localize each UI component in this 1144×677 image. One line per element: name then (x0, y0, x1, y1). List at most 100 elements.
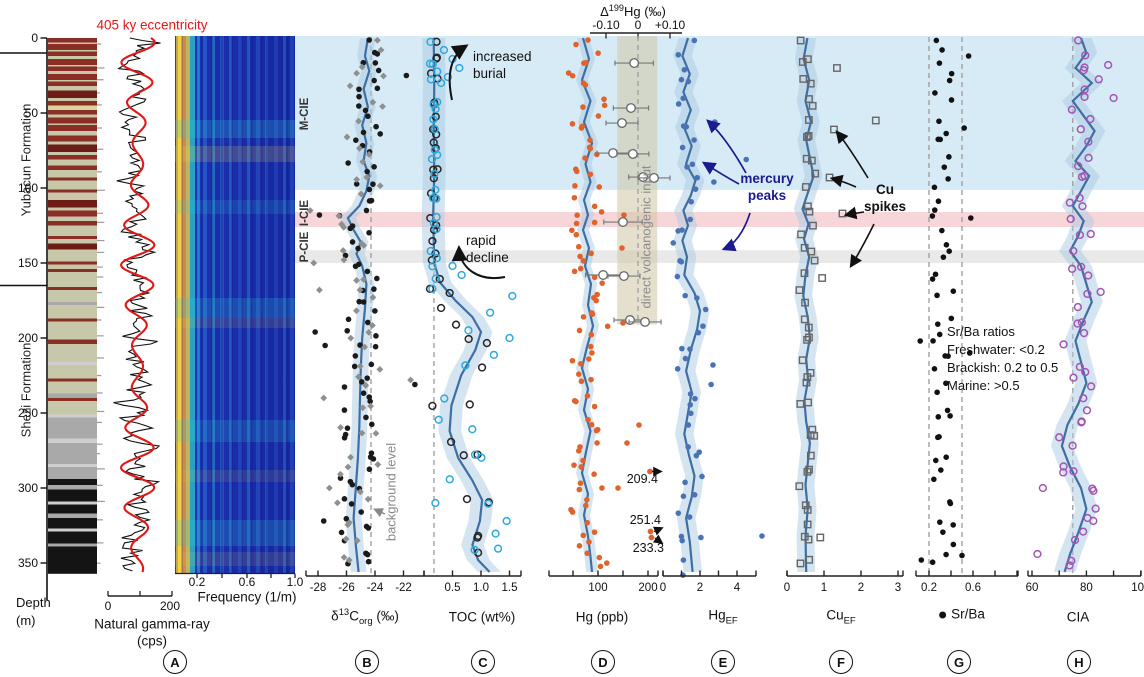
background-level-label: background level (383, 442, 399, 542)
cie-zones (290, 36, 1144, 263)
svg-text:3: 3 (895, 582, 901, 594)
srba-legend: Sr/Ba (939, 607, 985, 622)
freq-tick-06: 0.6 (238, 575, 256, 589)
panel-C: 0.5 1.0 1.5 (421, 37, 522, 594)
svg-text:1.5: 1.5 (502, 582, 518, 594)
formation-label-shezi: Shezi Formation (18, 342, 34, 438)
svg-text:0: 0 (31, 31, 38, 45)
svg-text:0: 0 (784, 582, 790, 594)
panel-letter-g: G (947, 650, 971, 674)
hg-value-label-233: 233.3 (632, 541, 664, 555)
panel-letter-h: H (1067, 650, 1091, 674)
trend-line (801, 37, 815, 573)
gamma-scale-min: 0 (104, 599, 112, 613)
gamma-axis-title: Natural gamma-ray (94, 616, 210, 632)
svg-text:200: 200 (18, 331, 38, 345)
panel-G-series-0 (917, 37, 974, 566)
mercury-peaks-annotation: mercury peaks (740, 171, 794, 203)
svg-text:60: 60 (1026, 582, 1039, 594)
svg-text:100: 100 (1131, 582, 1144, 594)
srba-dot-icon (939, 611, 947, 619)
svg-text:80: 80 (1080, 582, 1093, 594)
i-cie-label: I-CIE (299, 199, 311, 227)
svg-text:4: 4 (734, 582, 741, 594)
delta-hg-tick-pos: +0.10 (654, 18, 686, 32)
panel-E-series-0 (670, 37, 765, 578)
panel-letter-a: A (163, 650, 187, 674)
svg-text:2: 2 (858, 582, 864, 594)
m-cie-label: M-CIE (299, 97, 311, 131)
svg-text:350: 350 (18, 556, 38, 570)
panel-G: 0.2 0.6 (915, 37, 1019, 594)
delta-hg (584, 32, 682, 327)
gamma-ray-curve (113, 37, 161, 572)
xaxis-label-cia: CIA (1066, 609, 1090, 625)
freq-tick-02: 0.2 (188, 575, 206, 589)
trend-line (431, 37, 491, 573)
delta-hg-axis-title: Δ199Hg (‰) (600, 2, 666, 20)
svg-text:300: 300 (18, 481, 38, 495)
trend-line (1060, 37, 1096, 573)
depth-axis-units: (m) (16, 613, 36, 628)
panel-F-series-0 (795, 36, 880, 568)
hg-labeled-points (647, 466, 664, 545)
spectrogram (175, 36, 296, 578)
svg-text:0.6: 0.6 (965, 582, 981, 594)
increased-burial-annotation: increased burial (473, 49, 532, 81)
xaxis-label-d13c: δ13Corg (‰) (331, 606, 399, 628)
cu-spikes-annotation: Cu spikes (863, 182, 907, 214)
hg-value-label-251: 251.4 (629, 513, 661, 527)
delta-hg-tick-zero: 0 (634, 18, 642, 32)
panel-B-series-1 (306, 36, 415, 564)
panel-letter-f: F (829, 650, 853, 674)
svg-text:100: 100 (588, 582, 607, 594)
depth-axis-title: Depth (16, 595, 51, 610)
svg-text:200: 200 (638, 582, 657, 594)
formation-label-yubacun: Yubacun Formation (18, 103, 34, 217)
xaxis-label-toc: TOC (wt%) (448, 609, 516, 625)
panel-D-series-0 (565, 37, 642, 570)
svg-text:150: 150 (18, 256, 38, 270)
svg-text:0.2: 0.2 (921, 582, 937, 594)
direct-volcanogenic-input-label: direct volcanogenic input (638, 165, 654, 309)
confidence-band (673, 38, 710, 572)
eccentricity-label: 405 ky eccentricity (96, 17, 208, 33)
panel-F: 0 1 2 3 (784, 36, 904, 594)
panel-C-series-1 (425, 37, 466, 283)
svg-text:-22: -22 (395, 582, 412, 594)
panel-letter-b: B (355, 650, 379, 674)
svg-text:-26: -26 (338, 582, 355, 594)
hg-value-label-209: 209.4 (626, 472, 658, 486)
srba-ratios-note: Sr/Ba ratios Freshwater: <0.2 Brackish: … (947, 324, 1059, 393)
trend-line (681, 37, 702, 573)
svg-text:1.0: 1.0 (473, 582, 489, 594)
svg-text:-28: -28 (310, 582, 327, 594)
svg-text:250: 250 (18, 406, 38, 420)
panel-H-series-0 (1033, 36, 1118, 570)
xaxis-label-hgef: HgEF (708, 607, 738, 627)
freq-tick-10: 1.0 (286, 575, 304, 589)
delta-hg-tick-neg: -0.10 (592, 18, 620, 32)
panel-D: 100 200 (548, 37, 659, 594)
xaxis-label-cuef: CuEF (826, 607, 856, 627)
svg-text:0: 0 (660, 582, 666, 594)
p-cie-label: P-CIE (299, 231, 311, 263)
panel-H: 60 80 100 (1026, 36, 1144, 594)
gamma-scale-max: 200 (159, 599, 181, 613)
panel-letter-c: C (471, 650, 495, 674)
strat-column (48, 38, 105, 574)
svg-text:1: 1 (821, 582, 827, 594)
panel-letter-e: E (711, 650, 735, 674)
depth-axis: 0 50 100 150 200 250 300 350 (0, 31, 48, 600)
svg-text:-24: -24 (367, 582, 384, 594)
svg-text:2: 2 (697, 582, 703, 594)
svg-text:100: 100 (18, 181, 38, 195)
xaxis-label-hg: Hg (ppb) (575, 609, 629, 625)
panel-letter-d: D (591, 650, 615, 674)
svg-text:0.5: 0.5 (445, 582, 461, 594)
panel-B: -28 -26 -24 -22 (305, 36, 425, 594)
trend-line (580, 37, 595, 573)
panel-E: 0 2 4 (660, 37, 765, 594)
